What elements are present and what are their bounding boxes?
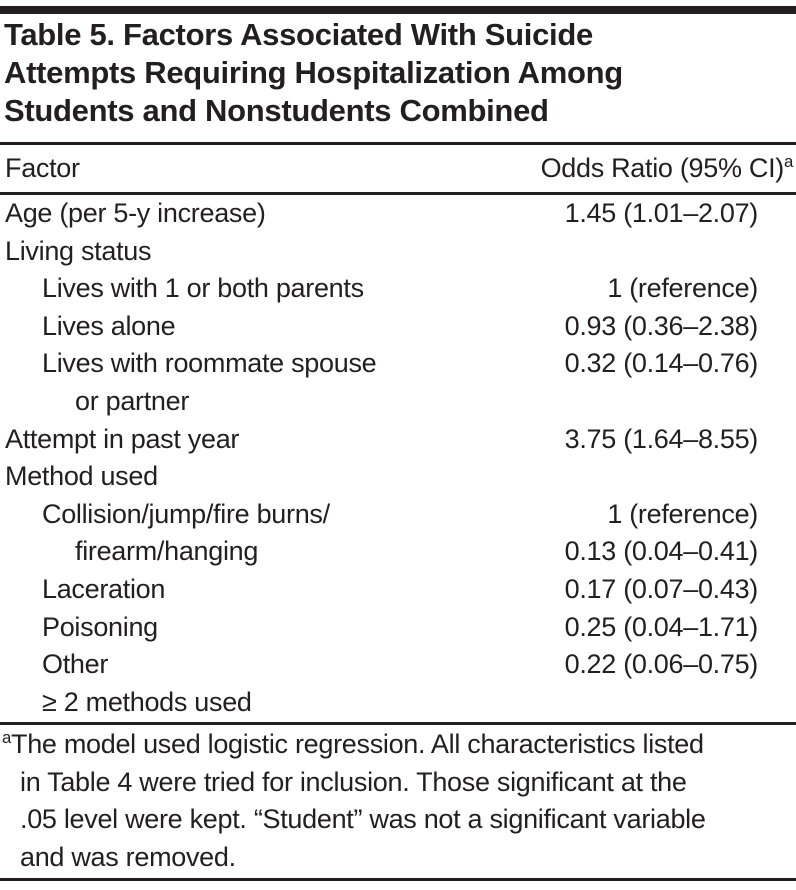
footnote-line: .05 level were kept. “Student” was not a…	[20, 804, 706, 834]
table-row: or partner	[0, 383, 796, 421]
bottom-rule	[0, 878, 796, 881]
row-label: Method used	[5, 461, 158, 492]
row-value: 0.17 (0.07–0.43)	[564, 573, 759, 604]
table-row: Lives with 1 or both parents 1 (referenc…	[0, 270, 796, 308]
row-label: Lives with 1 or both parents	[42, 273, 364, 304]
table-title: Table 5. Factors Associated With Suicide…	[4, 16, 792, 130]
row-value	[758, 383, 796, 421]
header-bottom-rule	[0, 192, 796, 195]
row-label: Poisoning	[42, 611, 158, 642]
footnote-line: aThe model used logistic regression. All…	[2, 726, 794, 764]
table-row: Living status	[0, 233, 796, 271]
row-value: 0.25 (0.04–1.71)	[564, 611, 759, 642]
row-label: firearm/hanging	[75, 536, 259, 567]
table-title-line-1: Table 5. Factors Associated With Suicide	[4, 17, 593, 52]
table-row: Poisoning 0.25 (0.04–1.71)	[0, 609, 796, 647]
table-row: Attempt in past year 3.75 (1.64–8.55)	[0, 421, 796, 459]
column-header-factor: Factor	[5, 153, 80, 183]
table-row: Lives with roommate spouse 0.32 (0.14–0.…	[0, 345, 796, 383]
footnote-line: in Table 4 were tried for inclusion. Tho…	[20, 766, 687, 797]
row-label: Attempt in past year	[5, 423, 240, 454]
row-label: or partner	[75, 385, 190, 416]
column-header-odds-ratio: Odds Ratio (95% CI)a	[540, 152, 794, 184]
row-value: 3.75 (1.64–8.55)	[564, 423, 759, 454]
row-label: Laceration	[42, 573, 166, 604]
row-value: 0.93 (0.36–2.38)	[564, 310, 759, 341]
column-header-footnote-marker: a	[783, 152, 793, 171]
body-bottom-rule	[0, 722, 796, 725]
row-label: Other	[42, 649, 109, 680]
table-body: Age (per 5-y increase) 1.45 (1.01–2.07) …	[0, 195, 796, 721]
row-label: ≥ 2 methods used	[42, 686, 252, 717]
row-label: Collision/jump/fire burns/	[42, 498, 330, 529]
row-label: Lives with roommate spouse	[42, 348, 377, 379]
table-header-row: Factor Odds Ratio (95% CI)a	[0, 145, 796, 192]
table-title-line-3: Students and Nonstudents Combined	[4, 93, 549, 128]
row-value: 1 (reference)	[607, 273, 758, 304]
row-value	[758, 684, 796, 722]
table-footnote: aThe model used logistic regression. All…	[2, 726, 794, 876]
table-row: Method used	[0, 458, 796, 496]
column-header-odds-ratio-text: Odds Ratio (95% CI)	[540, 153, 785, 183]
table-row: Collision/jump/fire burns/ 1 (reference)	[0, 496, 796, 534]
table-row: Other 0.22 (0.06–0.75)	[0, 646, 796, 684]
footnote-line: and was removed.	[20, 841, 236, 872]
footnote-text: The model used logistic regression. All …	[11, 729, 704, 759]
table-row: firearm/hanging 0.13 (0.04–0.41)	[0, 533, 796, 571]
row-value	[758, 233, 796, 271]
footnote-marker: a	[2, 728, 12, 747]
table-title-line-2: Attempts Requiring Hospitalization Among	[4, 55, 623, 90]
row-value: 0.32 (0.14–0.76)	[564, 348, 759, 379]
row-value: 1 (reference)	[607, 498, 758, 529]
row-value: 0.22 (0.06–0.75)	[564, 649, 759, 680]
title-bottom-rule	[0, 142, 796, 145]
row-value: 1.45 (1.01–2.07)	[564, 198, 759, 228]
top-thick-rule	[0, 6, 796, 14]
row-label: Age (per 5-y increase)	[5, 198, 266, 228]
row-value: 0.13 (0.04–0.41)	[564, 536, 759, 567]
row-label: Living status	[5, 235, 152, 266]
row-value	[758, 458, 796, 496]
table-row: ≥ 2 methods used	[0, 684, 796, 722]
table-row: Lives alone 0.93 (0.36–2.38)	[0, 308, 796, 346]
table-row: Laceration 0.17 (0.07–0.43)	[0, 571, 796, 609]
row-label: Lives alone	[42, 310, 176, 341]
table-row: Age (per 5-y increase) 1.45 (1.01–2.07)	[0, 195, 796, 233]
